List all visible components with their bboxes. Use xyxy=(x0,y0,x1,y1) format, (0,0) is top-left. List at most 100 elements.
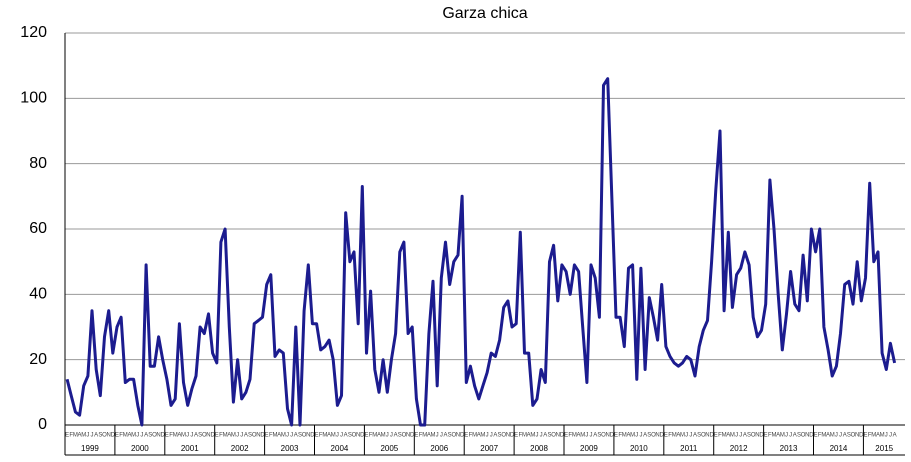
x-tick-label: J xyxy=(639,433,642,439)
x-tick-label: N xyxy=(256,433,260,439)
x-tick-label: N xyxy=(606,433,610,439)
x-tick-label: O xyxy=(252,433,257,439)
x-tick-label: M xyxy=(231,433,236,439)
x-tick-label: N xyxy=(755,433,759,439)
x-tick-label: J xyxy=(190,433,193,439)
x-tick-label: J xyxy=(436,433,439,439)
year-label: 2001 xyxy=(181,444,199,453)
x-tick-label: A xyxy=(294,433,298,439)
x-tick-label: J xyxy=(86,433,89,439)
x-tick-label: E xyxy=(564,433,568,439)
x-tick-label: M xyxy=(772,433,777,439)
x-tick-label: J xyxy=(585,433,588,439)
x-tick-label: O xyxy=(851,433,856,439)
x-tick-label: S xyxy=(498,433,502,439)
x-tick-label: E xyxy=(115,433,119,439)
x-tick-label: A xyxy=(394,433,398,439)
chart-title: Garza chica xyxy=(442,5,527,22)
x-tick-label: D xyxy=(709,433,714,439)
x-tick-label: F xyxy=(169,433,173,439)
x-tick-label: J xyxy=(685,433,688,439)
x-tick-label: S xyxy=(647,433,651,439)
x-tick-label: J xyxy=(735,433,738,439)
x-tick-label: O xyxy=(402,433,407,439)
x-tick-label: A xyxy=(676,433,680,439)
x-tick-label: A xyxy=(643,433,647,439)
x-tick-label: S xyxy=(198,433,202,439)
year-label: 2003 xyxy=(281,444,299,453)
x-tick-label: J xyxy=(635,433,638,439)
x-tick-label: A xyxy=(144,433,148,439)
x-tick-label: D xyxy=(809,433,814,439)
y-tick-label: 80 xyxy=(29,155,47,172)
x-tick-label: A xyxy=(626,433,630,439)
x-tick-label: O xyxy=(601,433,606,439)
x-tick-label: M xyxy=(472,433,477,439)
x-tick-label: A xyxy=(577,433,581,439)
x-tick-label: O xyxy=(651,433,656,439)
x-tick-label: S xyxy=(847,433,851,439)
x-tick-label: M xyxy=(131,433,136,439)
x-tick-label: M xyxy=(480,433,485,439)
x-tick-label: F xyxy=(419,433,423,439)
x-tick-label: A xyxy=(726,433,730,439)
x-tick-label: F xyxy=(219,433,223,439)
x-tick-label: J xyxy=(136,433,139,439)
year-label: 1999 xyxy=(81,444,99,453)
year-label: 2002 xyxy=(231,444,249,453)
x-tick-label: A xyxy=(244,433,248,439)
x-tick-label: N xyxy=(206,433,210,439)
x-tick-label: M xyxy=(722,433,727,439)
x-tick-label: E xyxy=(514,433,518,439)
x-tick-label: E xyxy=(863,433,867,439)
x-tick-label: A xyxy=(843,433,847,439)
x-tick-label: N xyxy=(705,433,709,439)
x-tick-label: J xyxy=(785,433,788,439)
x-tick-label: D xyxy=(759,433,764,439)
x-tick-label: M xyxy=(181,433,186,439)
year-label: 2011 xyxy=(680,444,698,453)
x-tick-label: O xyxy=(801,433,806,439)
x-tick-label: O xyxy=(352,433,357,439)
x-tick-label: N xyxy=(805,433,809,439)
x-tick-label: D xyxy=(360,433,365,439)
x-tick-label: S xyxy=(398,433,402,439)
x-tick-label: J xyxy=(486,433,489,439)
x-tick-label: N xyxy=(855,433,859,439)
x-tick-label: N xyxy=(456,433,460,439)
x-tick-label: M xyxy=(422,433,427,439)
year-label: 2014 xyxy=(830,444,848,453)
x-tick-label: S xyxy=(448,433,452,439)
x-tick-label: J xyxy=(390,433,393,439)
x-tick-label: J xyxy=(91,433,94,439)
x-tick-label: A xyxy=(177,433,181,439)
x-tick-label: F xyxy=(718,433,722,439)
x-tick-label: A xyxy=(743,433,747,439)
x-tick-label: A xyxy=(593,433,597,439)
x-tick-label: S xyxy=(298,433,302,439)
year-label: 2015 xyxy=(875,444,893,453)
x-tick-label: J xyxy=(386,433,389,439)
x-tick-label: M xyxy=(730,433,735,439)
x-tick-label: J xyxy=(236,433,239,439)
x-tick-label: M xyxy=(630,433,635,439)
x-tick-label: J xyxy=(286,433,289,439)
x-tick-label: A xyxy=(344,433,348,439)
x-tick-label: M xyxy=(123,433,128,439)
x-tick-label: J xyxy=(739,433,742,439)
x-tick-label: A xyxy=(127,433,131,439)
x-tick-label: A xyxy=(377,433,381,439)
x-tick-label: F xyxy=(319,433,323,439)
x-tick-label: A xyxy=(443,433,447,439)
x-tick-label: F xyxy=(618,433,622,439)
x-tick-label: E xyxy=(65,433,69,439)
x-tick-label: M xyxy=(821,433,826,439)
x-tick-label: D xyxy=(460,433,465,439)
x-tick-label: M xyxy=(830,433,835,439)
x-tick-label: A xyxy=(493,433,497,439)
x-tick-label: E xyxy=(614,433,618,439)
x-tick-label: E xyxy=(414,433,418,439)
x-tick-label: F xyxy=(369,433,373,439)
x-tick-label: M xyxy=(622,433,627,439)
